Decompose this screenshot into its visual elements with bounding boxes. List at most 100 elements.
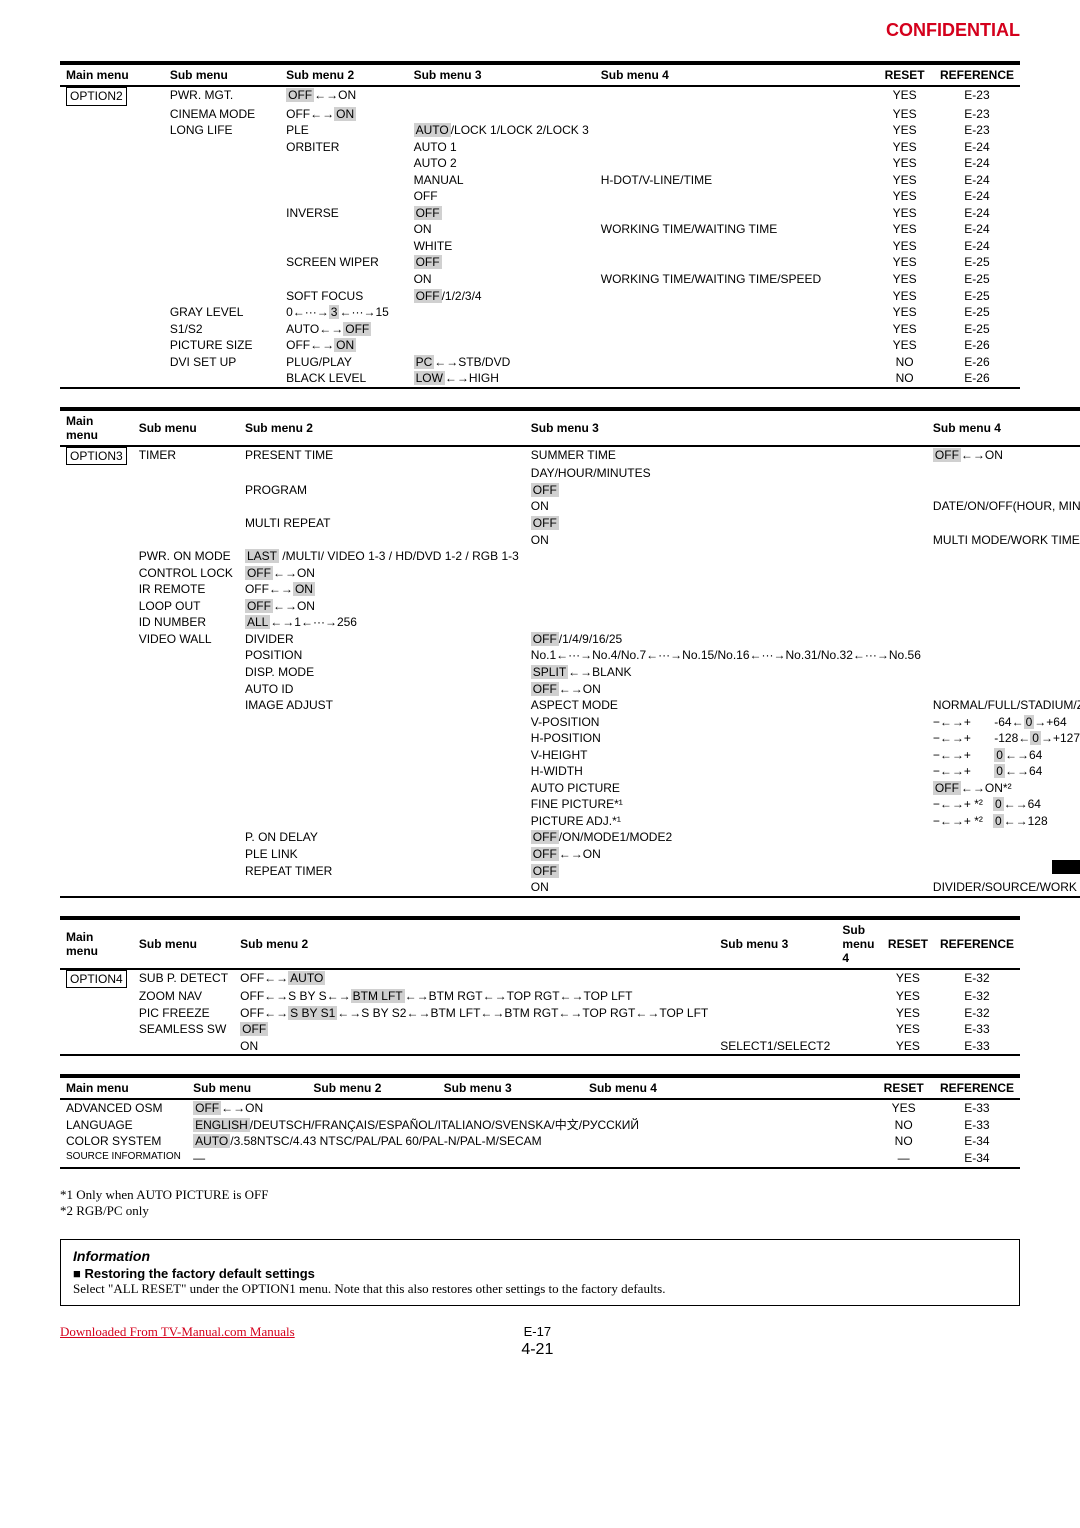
cell-sub3: OFF←→ON [525, 846, 927, 863]
table-option3: Main menu Sub menu Sub menu 2 Sub menu 3… [60, 407, 1080, 898]
cell-sub2: PLE LINK [239, 846, 525, 863]
cell-sub3: H-POSITION [525, 730, 927, 747]
cell-sub4: WORKING TIME/WAITING TIME/SPEED [595, 271, 876, 288]
table-row: AUTO PICTUREOFF←→ON*²NOE-30 [60, 780, 1080, 797]
cell-sub3: ASPECT MODE [525, 697, 927, 714]
table-row: IMAGE ADJUSTASPECT MODENORMAL/FULL/STADI… [60, 697, 1080, 714]
table-row: ONWORKING TIME/WAITING TIME/SPEEDYESE-25 [60, 271, 1020, 288]
cell-ref: E-33 [934, 1038, 1020, 1056]
table-row: DAY/HOUR/MINUTESNOE-26 [60, 465, 1080, 482]
cell-ref: E-33 [934, 1021, 1020, 1038]
cell-sub2: INVERSE [280, 205, 407, 222]
footer-row: Downloaded From TV-Manual.com Manuals E-… [60, 1324, 1020, 1359]
cell-reset: YES [875, 271, 934, 288]
cell-sub4: OFF←→ON [927, 446, 1080, 466]
cell-reset: YES [875, 254, 934, 271]
cell-reset: YES [875, 321, 934, 338]
cell-sub4: −←→+ 0←→64 [927, 763, 1080, 780]
cell-sub2: DIVIDER [239, 631, 525, 648]
cell-sub3: AUTO 1 [408, 139, 595, 156]
cell-sub [164, 238, 280, 255]
cell-sub: OFF←→ON [187, 1099, 874, 1117]
cell-sub3: SELECT1/SELECT2 [714, 1038, 836, 1056]
hdr-sub: Sub menu [133, 918, 234, 969]
cell-sub4 [927, 681, 1080, 698]
table-row: CINEMA MODEOFF←→ONYESE-23 [60, 106, 1020, 123]
cell-sub4 [595, 205, 876, 222]
cell-sub2: ALL←→1←···→256 [239, 614, 525, 631]
cell-sub [133, 515, 239, 532]
cell-sub4 [927, 631, 1080, 648]
cell-sub2 [239, 532, 525, 549]
cell-sub3: FINE PICTURE*¹ [525, 796, 927, 813]
cell-ref: E-32 [934, 1005, 1020, 1022]
cell-reset: NO [875, 370, 934, 388]
cell-sub4 [927, 829, 1080, 846]
cell-reset: YES [882, 969, 934, 989]
cell-sub3: SPLIT←→BLANK [525, 664, 927, 681]
cell-sub [133, 1038, 234, 1056]
table-row: DVI SET UPPLUG/PLAYPC←→STB/DVDNOE-26 [60, 354, 1020, 371]
hdr-reset: RESET [882, 918, 934, 969]
cell-sub2: DISP. MODE [239, 664, 525, 681]
cell-sub [133, 829, 239, 846]
table-row: PIC FREEZEOFF←→S BY S1←→S BY S2←→BTM LFT… [60, 1005, 1020, 1022]
hdr-sub4: Sub menu 4 [583, 1076, 874, 1099]
cell-sub2: PRESENT TIME [239, 446, 525, 466]
cell-ref: E-26 [934, 337, 1020, 354]
hdr-sub3: Sub menu 3 [525, 409, 927, 446]
info-subtitle: ■ Restoring the factory default settings [73, 1266, 1007, 1281]
page-numbers: E-17 4-21 [295, 1324, 780, 1359]
table-row: OFFYESE-24 [60, 188, 1020, 205]
cell-sub4 [927, 565, 1080, 582]
table-row: P. ON DELAYOFF/ON/MODE1/MODE2YESE-30 [60, 829, 1080, 846]
cell-sub2 [239, 465, 525, 482]
cell-sub: SUB P. DETECT [133, 969, 234, 989]
cell-main: ADVANCED OSM [60, 1099, 187, 1117]
cell-sub: LOOP OUT [133, 598, 239, 615]
table-row: REPEAT TIMEROFFYESE-31 [60, 863, 1080, 880]
table-bottom: Main menu Sub menu Sub menu 2 Sub menu 3… [60, 1074, 1020, 1168]
table-row: DISP. MODESPLIT←→BLANKYESE-30 [60, 664, 1080, 681]
cell-sub3: OFF/1/2/3/4 [408, 288, 595, 305]
info-title: Information [73, 1248, 1007, 1264]
cell-sub2: OFF←→AUTO [234, 969, 714, 989]
cell-sub2: OFF←→ON [239, 598, 525, 615]
cell-sub [133, 532, 239, 549]
cell-ref: E-24 [934, 205, 1020, 222]
cell-sub [133, 714, 239, 731]
table-row: ORBITERAUTO 1YESE-24 [60, 139, 1020, 156]
cell-sub [133, 647, 239, 664]
hdr-main: Main menu [60, 918, 133, 969]
cell-ref: E-24 [934, 238, 1020, 255]
table-row: OPTION4SUB P. DETECTOFF←→AUTOYESE-32 [60, 969, 1020, 989]
cell-reset: YES [882, 988, 934, 1005]
cell-sub2: OFF←→ON [280, 86, 407, 106]
cell-sub4 [927, 581, 1080, 598]
table-row: ONDATE/ON/OFF(HOUR, MINUTE)/INPUT/FUNCTI… [60, 498, 1080, 515]
cell-reset: YES [875, 106, 934, 123]
cell-sub: ZOOM NAV [133, 988, 234, 1005]
cell-sub2 [239, 714, 525, 731]
cell-sub3: ON [525, 532, 927, 549]
table-row: SEAMLESS SWOFFYESE-33 [60, 1021, 1020, 1038]
cell-sub4: MULTI MODE/WORK TIME/INPUT MODE [927, 532, 1080, 549]
cell-sub [164, 221, 280, 238]
main-menu-label: OPTION2 [66, 87, 127, 106]
cell-sub3 [525, 548, 927, 565]
cell-sub2: LAST /MULTI/ VIDEO 1-3 / HD/DVD 1-2 / RG… [239, 548, 525, 565]
cell-sub3 [525, 614, 927, 631]
cell-reset: YES [875, 86, 934, 106]
cell-sub2: REPEAT TIMER [239, 863, 525, 880]
cell-reset: YES [882, 1038, 934, 1056]
hdr-sub3: Sub menu 3 [714, 918, 836, 969]
table-row: ADVANCED OSMOFF←→ONYESE-33 [60, 1099, 1020, 1117]
cell-ref: E-33 [934, 1117, 1020, 1134]
cell-sub4 [595, 188, 876, 205]
cell-sub: SEAMLESS SW [133, 1021, 234, 1038]
cell-sub [133, 482, 239, 499]
hdr-reset: RESET [874, 1076, 934, 1099]
cell-sub3: WHITE [408, 238, 595, 255]
footer-link[interactable]: Downloaded From TV-Manual.com Manuals [60, 1324, 295, 1340]
cell-sub [133, 498, 239, 515]
